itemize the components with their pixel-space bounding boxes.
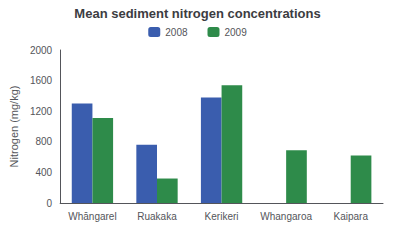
svg-text:2009: 2009 <box>225 27 248 38</box>
svg-text:400: 400 <box>35 167 52 178</box>
svg-text:2008: 2008 <box>165 27 188 38</box>
svg-text:Ruakaka: Ruakaka <box>137 211 177 222</box>
svg-text:Whangaroa: Whangaroa <box>260 211 312 222</box>
svg-text:Whāngarel: Whāngarel <box>68 211 116 222</box>
svg-text:2000: 2000 <box>30 45 53 56</box>
svg-text:Kerikeri: Kerikeri <box>205 211 239 222</box>
svg-text:800: 800 <box>35 136 52 147</box>
svg-text:Mean sediment nitrogen concent: Mean sediment nitrogen concentrations <box>74 6 320 21</box>
svg-text:1200: 1200 <box>30 106 53 117</box>
svg-text:1600: 1600 <box>30 75 53 86</box>
svg-text:Kaipara: Kaipara <box>333 211 368 222</box>
svg-text:0: 0 <box>47 198 53 209</box>
svg-text:Nitrogen (mg/kg): Nitrogen (mg/kg) <box>8 86 20 168</box>
